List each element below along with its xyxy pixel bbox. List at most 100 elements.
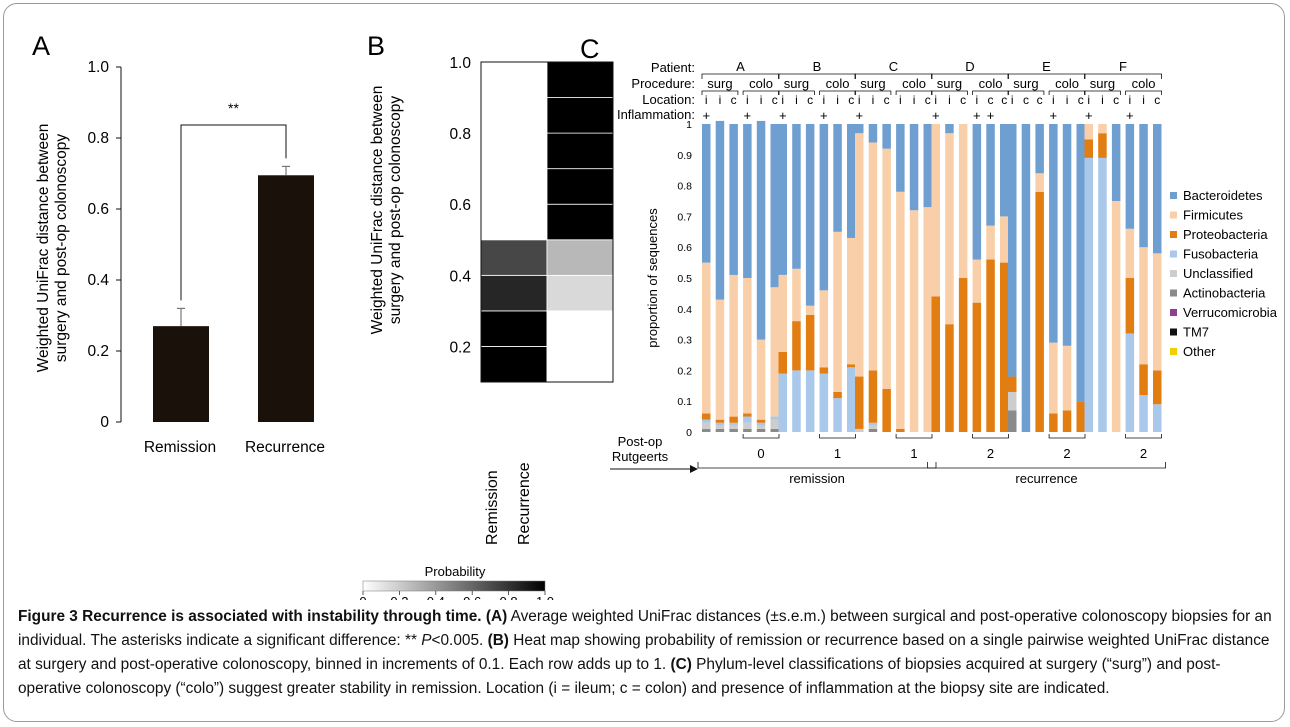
location-label: c xyxy=(925,93,931,107)
caption-a-text2: <0.005. xyxy=(431,632,488,649)
segment-firmicutes xyxy=(715,299,725,420)
heat-cell-remission xyxy=(480,274,548,312)
procedure-label: colo xyxy=(826,76,850,91)
legend-label: Unclassified xyxy=(1183,266,1253,281)
segment-actinobacteria xyxy=(868,428,878,432)
location-label: c xyxy=(1154,93,1160,107)
segment-firmicutes xyxy=(909,210,919,432)
location-label: i xyxy=(795,93,798,107)
row-label-location: Location: xyxy=(642,92,695,107)
segment-bacteroidetes xyxy=(805,124,815,306)
colorbar-tick-label: 0.4 xyxy=(427,594,445,600)
location-label: c xyxy=(884,93,890,107)
location-label: i xyxy=(746,93,749,107)
procedure-label: colo xyxy=(1132,76,1156,91)
heat-cell-recurrence xyxy=(546,168,614,205)
segment-proteobacteria xyxy=(743,413,752,417)
location-label: i xyxy=(976,93,979,107)
location-label: i xyxy=(1129,93,1132,107)
segment-firmicutes xyxy=(868,142,878,371)
segment-bacteroidetes xyxy=(1021,124,1031,432)
segment-fusobacteria xyxy=(819,373,829,432)
segment-firmicutes xyxy=(702,262,711,414)
segment-firmicutes xyxy=(986,225,995,260)
group-bracket xyxy=(697,462,937,469)
panel-b-heatmap xyxy=(480,61,614,383)
postop-arrowhead xyxy=(690,465,698,473)
legend-label: Fusobacteria xyxy=(1183,247,1259,262)
segment-proteobacteria xyxy=(819,367,829,374)
heat-cell-remission xyxy=(480,346,548,383)
inflammation-marker: + xyxy=(973,108,981,123)
segment-firmicutes xyxy=(923,207,932,432)
panel-c-bars xyxy=(702,120,1162,432)
segment-firmicutes xyxy=(1000,216,1009,263)
segment-bacteroidetes xyxy=(1153,124,1162,254)
segment-fusobacteria xyxy=(729,422,738,426)
segment-actinobacteria xyxy=(729,428,738,432)
segment-firmicutes xyxy=(792,268,801,322)
segment-firmicutes xyxy=(958,124,968,278)
rutgeerts-bracket xyxy=(819,434,856,439)
colorbar-tick-label: 1.0 xyxy=(536,594,554,600)
segment-fusobacteria xyxy=(778,373,787,432)
legend-swatch xyxy=(1170,289,1177,297)
segment-fusobacteria xyxy=(1084,157,1093,432)
segment-proteobacteria xyxy=(847,364,856,368)
segment-firmicutes xyxy=(972,259,982,303)
panel-a-ytick-label: 0 xyxy=(100,414,109,431)
segment-unclassified xyxy=(702,422,711,429)
segment-proteobacteria xyxy=(958,278,968,432)
segment-bacteroidetes xyxy=(1000,124,1009,217)
bar-remission xyxy=(153,326,209,422)
segment-unclassified xyxy=(715,425,725,429)
heatmap-border xyxy=(480,61,614,383)
segment-firmicutes xyxy=(729,274,738,417)
caption-b-text: Heat map showing probability of remissio… xyxy=(18,632,1270,673)
segment-proteobacteria xyxy=(972,302,982,432)
panel-a-ylabel-2: surgery and post-op colonoscopy xyxy=(53,134,70,363)
segment-bacteroidetes xyxy=(1139,124,1148,248)
figure-frame xyxy=(3,3,1285,722)
location-label: i xyxy=(872,93,875,107)
panel-b-ylabel-1: Weighted UniFrac distance between xyxy=(369,86,386,335)
legend-swatch xyxy=(1170,348,1177,355)
rutgeerts-score: 0 xyxy=(757,446,764,461)
inflammation-marker: + xyxy=(779,108,787,123)
segment-proteobacteria xyxy=(1125,278,1135,334)
location-label: i xyxy=(1142,93,1145,107)
category-recurrence: Recurrence xyxy=(245,439,325,456)
bar-recurrence xyxy=(258,175,314,422)
patient-label: D xyxy=(965,59,974,74)
panel-c-ytick-label: 0.8 xyxy=(677,181,692,193)
segment-firmicutes xyxy=(770,287,779,417)
figure-caption: Figure 3 Recurrence is associated with i… xyxy=(18,605,1273,701)
segment-bacteroidetes xyxy=(1008,124,1017,377)
heat-cell-recurrence xyxy=(546,239,614,276)
figure-3: A Weighted UniFrac distance between surg… xyxy=(32,31,1278,600)
panel-a-label: A xyxy=(32,31,50,61)
procedure-bracket xyxy=(701,90,739,95)
heat-cell-remission xyxy=(480,61,548,98)
panel-b-ytick-label: 0.4 xyxy=(449,268,471,285)
segment-bacteroidetes xyxy=(847,124,856,238)
panel-b-ytick-label: 0.8 xyxy=(449,126,471,143)
segment-fusobacteria xyxy=(715,422,725,426)
procedure-bracket xyxy=(1007,90,1045,95)
inflammation-marker: + xyxy=(1126,108,1134,123)
colorbar-tick-label: 0.6 xyxy=(463,594,481,600)
panel-a-ytick-label: 1.0 xyxy=(87,59,109,76)
rutgeerts-score: 2 xyxy=(1063,446,1070,461)
panel-b-label: B xyxy=(367,31,385,61)
segment-bacteroidetes xyxy=(868,124,878,143)
legend-label: Firmicutes xyxy=(1183,208,1243,223)
segment-firmicutes xyxy=(882,148,891,389)
segment-proteobacteria xyxy=(882,388,891,432)
location-label: i xyxy=(823,93,826,107)
rutgeerts-bracket xyxy=(972,434,1009,439)
segment-fusobacteria xyxy=(847,367,856,432)
segment-fusobacteria xyxy=(756,422,766,426)
procedure-bracket xyxy=(1048,90,1086,95)
segment-bacteroidetes xyxy=(923,124,932,208)
procedure-bracket xyxy=(1125,90,1162,95)
